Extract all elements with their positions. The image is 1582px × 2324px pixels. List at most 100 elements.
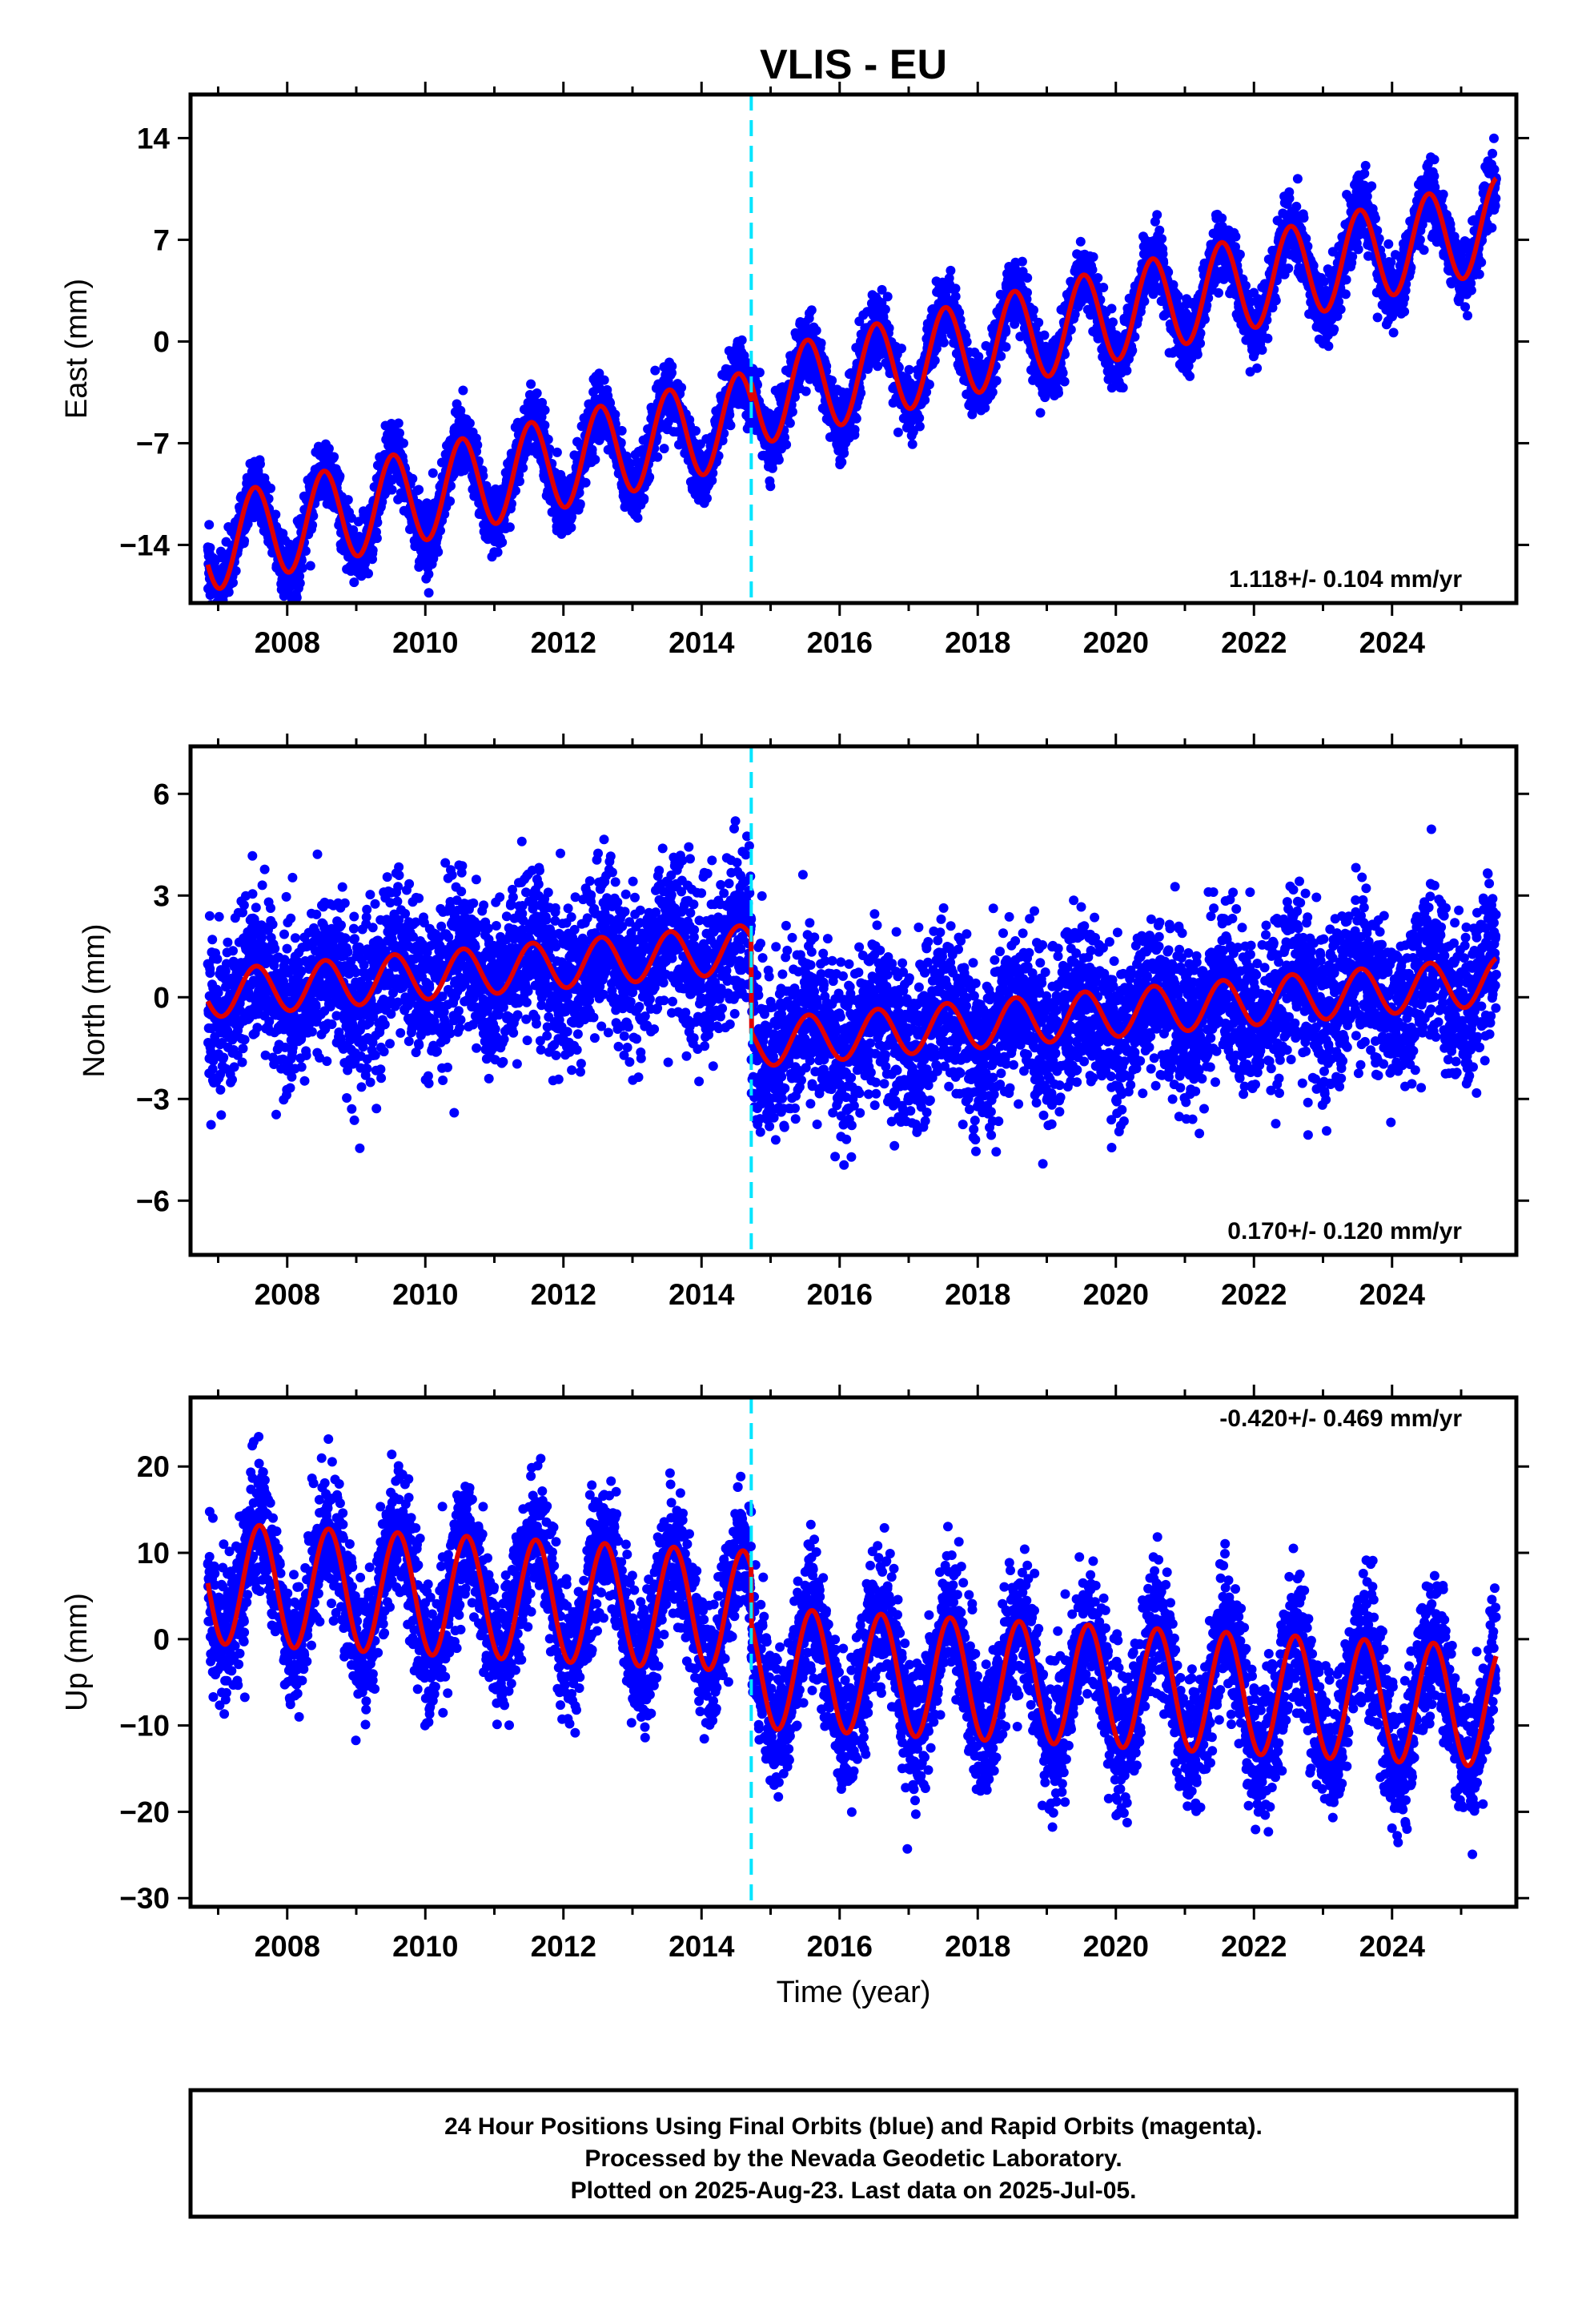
data-point <box>399 438 408 448</box>
data-point <box>652 452 663 462</box>
data-point <box>1185 371 1195 381</box>
data-point <box>897 344 906 354</box>
data-point <box>271 509 281 520</box>
data-point <box>456 405 466 416</box>
data-point <box>205 543 215 553</box>
data-point <box>307 520 318 530</box>
data-point <box>1059 376 1070 387</box>
data-point <box>308 511 319 521</box>
data-point <box>1087 264 1098 275</box>
data-point <box>215 612 224 621</box>
data-point <box>219 613 228 622</box>
data-point <box>946 265 956 275</box>
data-point <box>414 485 424 495</box>
data-point <box>1154 225 1165 235</box>
data-point <box>497 537 508 548</box>
data-point <box>1122 365 1132 376</box>
y-tick-label: 0 <box>153 325 170 358</box>
data-point <box>1088 251 1098 262</box>
data-point <box>540 420 550 430</box>
x-tick-label: 2010 <box>392 626 458 659</box>
data-point <box>914 413 925 423</box>
data-point <box>950 292 961 302</box>
data-point <box>599 375 609 385</box>
x-tick-label: 2012 <box>531 626 596 659</box>
data-point <box>1039 330 1050 340</box>
data-point <box>785 418 795 428</box>
data-point <box>837 457 847 468</box>
data-point <box>907 439 917 449</box>
x-tick-label: 2016 <box>807 626 873 659</box>
data-point <box>1054 388 1063 398</box>
data-point <box>938 337 949 348</box>
data-point <box>1001 342 1011 352</box>
data-point <box>1029 305 1038 316</box>
data-point <box>335 471 345 481</box>
data-point <box>650 365 661 376</box>
data-point <box>215 617 225 626</box>
data-point <box>511 485 520 496</box>
data-point <box>223 587 234 597</box>
data-point <box>458 385 468 396</box>
data-point <box>806 305 817 316</box>
data-point <box>1108 317 1118 328</box>
data-point <box>492 547 503 557</box>
data-point <box>787 407 797 417</box>
y-tick-label: 7 <box>153 223 170 256</box>
data-point <box>393 418 404 428</box>
data-point <box>1093 273 1103 283</box>
data-point <box>1075 236 1086 247</box>
data-point <box>440 509 450 519</box>
x-tick-label: 2018 <box>945 626 1010 659</box>
data-point <box>291 593 302 603</box>
data-point <box>1017 256 1027 267</box>
data-point <box>255 459 265 469</box>
data-point <box>343 495 353 505</box>
data-point <box>1127 345 1138 356</box>
data-point <box>996 351 1006 361</box>
data-point <box>725 420 736 431</box>
data-point <box>754 368 765 378</box>
data-point <box>504 522 515 533</box>
data-point <box>363 569 373 579</box>
data-point <box>1139 296 1150 307</box>
data-point <box>773 455 784 465</box>
data-point <box>930 356 940 366</box>
data-point <box>924 380 934 390</box>
data-point <box>566 522 576 533</box>
data-point <box>243 519 253 529</box>
x-tick-label: 2008 <box>255 626 320 659</box>
data-point <box>219 618 229 628</box>
data-point <box>295 571 305 581</box>
y-tick-label: −14 <box>119 529 170 561</box>
data-point <box>839 448 849 458</box>
data-point <box>464 418 475 428</box>
data-point <box>827 376 837 386</box>
data-point <box>587 444 597 455</box>
data-point <box>691 426 701 436</box>
data-point <box>472 440 483 450</box>
data-point <box>372 517 383 528</box>
data-point <box>518 463 528 473</box>
data-point <box>1106 304 1117 314</box>
data-point <box>610 409 620 420</box>
data-point <box>297 563 307 573</box>
data-point <box>1035 408 1046 418</box>
data-point <box>204 520 215 530</box>
data-point <box>920 395 930 405</box>
data-point <box>873 361 883 372</box>
x-tick-label: 2022 <box>1221 626 1287 659</box>
data-point <box>526 379 536 389</box>
data-point <box>677 383 687 392</box>
x-tick-label: 2020 <box>1083 626 1149 659</box>
data-point <box>616 425 627 436</box>
final-orbit-points <box>203 133 1501 628</box>
data-point <box>765 481 776 492</box>
x-tick-label: 2014 <box>669 626 735 659</box>
data-point <box>1022 273 1033 283</box>
data-point <box>1058 368 1068 378</box>
data-point <box>305 561 315 571</box>
data-point <box>801 386 811 396</box>
